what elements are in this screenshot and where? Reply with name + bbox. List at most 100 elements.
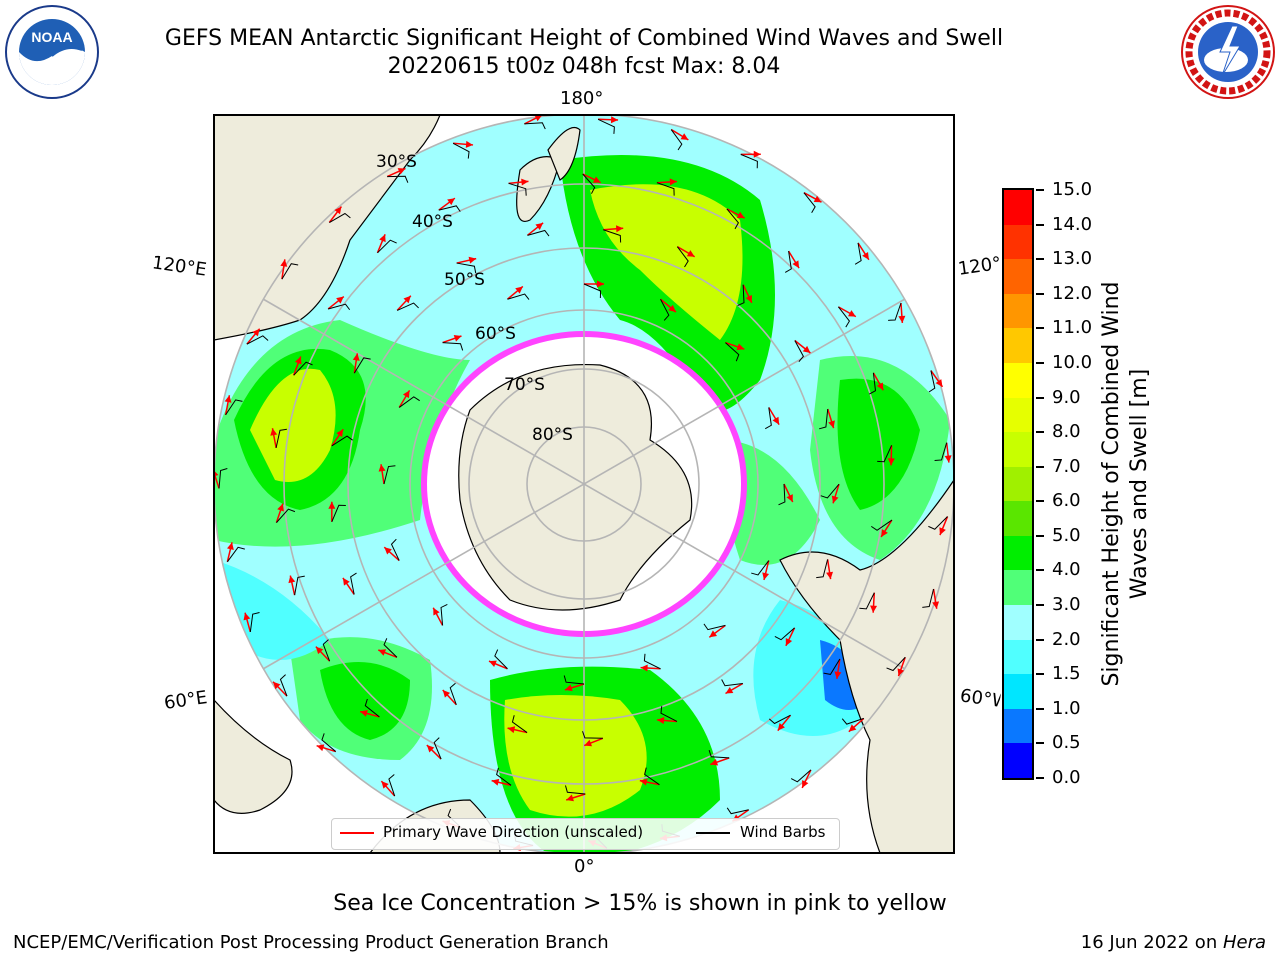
wave-arrow-head: [876, 382, 884, 391]
wave-arrow-head: [639, 778, 648, 786]
wave-arrow-head: [534, 115, 543, 122]
wind-barb: [774, 627, 795, 641]
colorbar-tick: [1036, 707, 1044, 710]
wind-barb: [816, 559, 829, 579]
wind-barb: [511, 715, 528, 733]
colorbar-segment: [1004, 258, 1032, 294]
wave-arrow-head: [426, 745, 435, 753]
wave-arrow-head: [453, 334, 462, 342]
lat-label-80s: 80°S: [532, 425, 573, 445]
wind-barb: [276, 508, 296, 523]
wave-arrow-head: [944, 455, 952, 463]
wind-barb: [928, 370, 936, 393]
wind-barb-swatch: [696, 832, 730, 834]
wave-arrow-head: [828, 420, 835, 429]
wave-arrow-head: [753, 150, 761, 158]
colorbar-tick: [1036, 431, 1044, 434]
wave-arrow-head: [792, 260, 800, 269]
wind-barb: [331, 504, 346, 522]
wind-barb: [823, 658, 841, 675]
wave-arrow-head: [848, 724, 857, 732]
wind-barb: [226, 546, 245, 563]
wave-arrow-head: [610, 116, 619, 124]
wind-barb: [440, 603, 448, 626]
wind-barb: [388, 774, 396, 797]
wave-direction-swatch: [340, 832, 374, 834]
colorbar-segment: [1004, 293, 1032, 329]
wave-height-shading: [214, 155, 950, 853]
wind-barb: [837, 306, 851, 328]
antarctica: [458, 363, 693, 611]
wind-barb: [438, 205, 461, 212]
lat-label-50s: 50°S: [444, 270, 485, 290]
wave-arrow-head: [640, 664, 648, 672]
wave-arrow-head: [488, 660, 497, 668]
wind-barb: [328, 303, 351, 311]
colorbar: [1002, 188, 1034, 780]
wind-barb: [353, 357, 371, 374]
graticule: [214, 115, 954, 853]
colorbar-tick: [1036, 189, 1044, 191]
colorbar-label: Significant Height of Combined Wind Wave…: [1099, 281, 1152, 687]
wave-arrow-head: [785, 638, 793, 646]
colorbar-tick: [1036, 604, 1044, 607]
map-legend: Primary Wave Direction (unscaled) Wind B…: [331, 818, 840, 850]
wave-arrow-head: [881, 529, 888, 537]
wind-barb: [582, 731, 603, 739]
colorbar-tick-label: 0.0: [1052, 767, 1081, 788]
colorbar-tick-label: 14.0: [1052, 213, 1093, 235]
wind-barb: [398, 396, 420, 408]
colorbar-segment: [1004, 535, 1032, 571]
wind-barb: [582, 173, 596, 194]
wave-arrow-head: [786, 494, 793, 503]
wind-barb: [794, 340, 805, 363]
lat-label-40s: 40°S: [412, 212, 453, 232]
wind-barb: [859, 592, 875, 610]
colorbar-segment: [1004, 224, 1032, 260]
colorbar-tick: [1036, 673, 1044, 676]
wave-arrow-head: [709, 630, 718, 638]
wind-barb: [322, 639, 331, 662]
colorbar-tick: [1036, 361, 1044, 364]
wind-barb: [218, 468, 228, 489]
wave-arrow-head: [826, 571, 834, 580]
wave-arrow-head: [465, 140, 474, 148]
wind-barb: [670, 129, 683, 151]
wave-arrow-head: [777, 722, 785, 731]
wave-arrow-head: [584, 739, 593, 747]
wind-barb: [660, 298, 670, 321]
lat-label-30s: 30°S: [376, 152, 417, 172]
wave-arrow-head: [360, 710, 368, 717]
colorbar-segment: [1004, 327, 1032, 363]
colorbar-segment: [1004, 639, 1032, 675]
wind-barb: [249, 611, 260, 633]
wave-arrow-head: [772, 416, 780, 425]
wave-arrow-head: [288, 575, 296, 584]
wave-arrow-head: [381, 781, 389, 789]
wind-barb: [383, 638, 398, 658]
wind-barb: [456, 262, 477, 274]
wave-arrow-head: [270, 428, 278, 436]
wind-barb: [225, 399, 243, 416]
wind-barb: [725, 342, 740, 362]
wave-arrow-head: [669, 178, 677, 186]
wave-arrow-head: [831, 495, 839, 504]
wind-barb: [563, 675, 585, 685]
credit-right: 16 Jun 2022 on Hera: [1081, 932, 1266, 953]
wind-barb: [643, 653, 661, 670]
colorbar-segment: [1004, 604, 1032, 640]
colorbar-tick-label: 2.0: [1052, 628, 1081, 650]
wind-barb: [740, 153, 758, 169]
wind-barb: [377, 239, 397, 254]
colorbar-tick-label: 1.5: [1052, 663, 1081, 685]
wind-barb: [524, 122, 546, 130]
wind-barb: [737, 284, 745, 307]
wind-barb: [275, 428, 287, 449]
wind-barb: [644, 767, 660, 786]
colorbar-tick-label: 10.0: [1052, 351, 1093, 373]
wave-arrow-head: [597, 280, 604, 288]
wind-barb: [877, 445, 893, 463]
colorbar-tick-label: 15.0: [1052, 179, 1093, 200]
wind-barb: [676, 246, 689, 268]
